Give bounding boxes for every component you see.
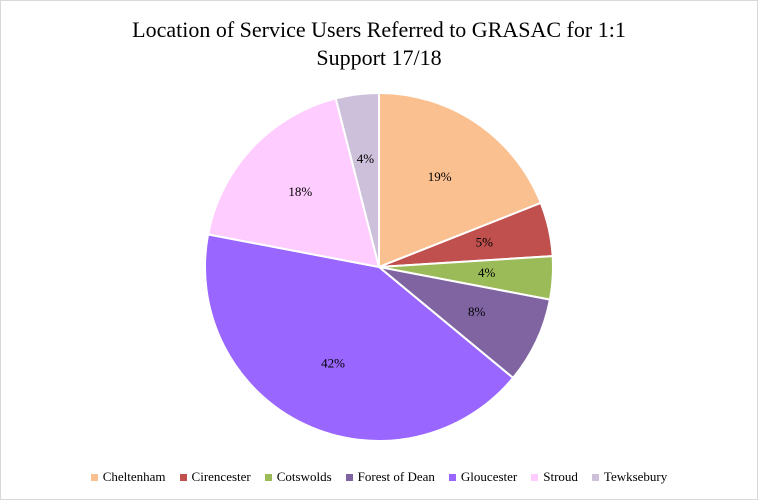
data-label-forest-of-dean: 8%	[468, 304, 486, 319]
legend-item-forest-of-dean: Forest of Dean	[345, 469, 435, 485]
legend-item-cheltenham: Cheltenham	[90, 469, 166, 485]
pie-slice-stroud	[206, 97, 381, 269]
data-label-cirencester: 5%	[476, 234, 494, 249]
legend-label-tewksebury: Tewksebury	[603, 469, 668, 484]
pie-slice-cheltenham	[378, 91, 543, 269]
legend-swatch-tewksebury	[591, 473, 599, 481]
legend-label-cotswolds: Cotswolds	[276, 469, 332, 484]
chart-title: Location of Service Users Referred to GR…	[0, 16, 758, 72]
legend-label-stroud: Stroud	[543, 469, 578, 484]
data-label-cotswolds: 4%	[478, 265, 496, 280]
legend-swatch-gloucester	[448, 473, 456, 481]
data-label-stroud: 18%	[288, 184, 312, 199]
legend-item-stroud: Stroud	[531, 469, 578, 485]
legend-item-gloucester: Gloucester	[448, 469, 518, 485]
data-label-cheltenham: 19%	[428, 169, 452, 184]
chart-title-line-2: Support 17/18	[316, 45, 442, 70]
legend-swatch-forest-of-dean	[345, 473, 353, 481]
legend-item-tewksebury: Tewksebury	[591, 469, 668, 485]
data-label-tewksebury: 4%	[357, 151, 375, 166]
legend-swatch-stroud	[531, 473, 539, 481]
legend-label-cheltenham: Cheltenham	[102, 469, 166, 484]
pie-slice-tewksebury	[334, 91, 380, 268]
legend-swatch-cheltenham	[90, 473, 98, 481]
legend-label-forest-of-dean: Forest of Dean	[357, 469, 435, 484]
legend-label-cirencester: Cirencester	[191, 469, 251, 484]
chart-legend: Cheltenham Cirencester Cotswolds Forest of …	[0, 467, 758, 487]
data-label-gloucester: 42%	[321, 356, 345, 371]
legend-swatch-cotswolds	[264, 473, 272, 481]
legend-swatch-cirencester	[179, 473, 187, 481]
legend-item-cotswolds: Cotswolds	[264, 469, 332, 485]
chart-title-line-1: Location of Service Users Referred to GR…	[132, 17, 626, 42]
legend-label-gloucester: Gloucester	[460, 469, 518, 484]
pie-slice-gloucester	[204, 233, 515, 442]
legend-item-cirencester: Cirencester	[179, 469, 251, 485]
